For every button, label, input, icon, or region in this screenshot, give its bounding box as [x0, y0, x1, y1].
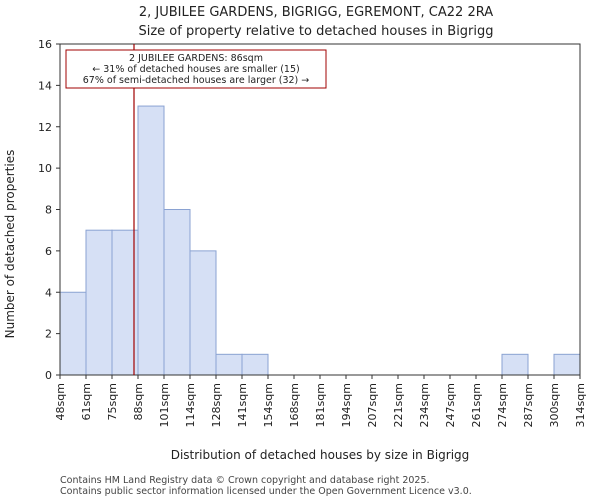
x-tick-label: 314sqm — [574, 383, 587, 427]
bar-88sqm — [137, 105, 165, 376]
annotation-line1: 2 JUBILEE GARDENS: 86sqm — [129, 53, 263, 64]
x-tick-label: 48sqm — [54, 383, 67, 420]
x-tick-label: 287sqm — [522, 383, 535, 427]
x-tick-label: 101sqm — [158, 383, 171, 427]
y-axis-ticks: 0 2 4 6 8 10 12 14 16 — [38, 38, 60, 382]
x-tick-label: 154sqm — [262, 383, 275, 427]
bar-128sqm — [215, 353, 243, 376]
x-tick-label: 88sqm — [132, 383, 145, 420]
y-tick-label: 16 — [38, 38, 52, 51]
x-tick-label: 194sqm — [340, 383, 353, 427]
footer-line2: Contains public sector information licen… — [60, 486, 472, 497]
y-tick-label: 12 — [38, 121, 52, 134]
bar-274sqm — [501, 353, 529, 376]
x-tick-label: 168sqm — [288, 383, 301, 427]
y-tick-label: 2 — [45, 328, 52, 341]
x-tick-label: 61sqm — [80, 383, 93, 420]
bar-141sqm — [241, 353, 269, 376]
y-tick-label: 10 — [38, 162, 52, 175]
x-tick-label: 234sqm — [418, 383, 431, 427]
annotation-line2: ← 31% of detached houses are smaller (15… — [92, 64, 299, 75]
x-axis-label: Distribution of detached houses by size … — [171, 448, 470, 462]
x-tick-label: 128sqm — [210, 383, 223, 427]
bar-114sqm — [189, 250, 217, 376]
x-tick-label: 207sqm — [366, 383, 379, 427]
y-tick-label: 8 — [45, 204, 52, 217]
y-tick-label: 4 — [45, 286, 52, 299]
y-tick-label: 0 — [45, 369, 52, 382]
x-tick-label: 247sqm — [444, 383, 457, 427]
y-tick-label: 14 — [38, 79, 52, 92]
bar-101sqm — [163, 209, 191, 376]
chart-title-line1: 2, JUBILEE GARDENS, BIGRIGG, EGREMONT, C… — [139, 5, 493, 20]
chart-title-line2: Size of property relative to detached ho… — [138, 24, 493, 39]
plot-area-frame — [59, 43, 581, 376]
x-tick-label: 261sqm — [470, 383, 483, 427]
bar-48sqm — [59, 291, 87, 376]
y-tick-label: 6 — [45, 245, 52, 258]
bar-300sqm — [553, 353, 581, 376]
bar-61sqm — [85, 229, 113, 376]
x-tick-label: 274sqm — [496, 383, 509, 427]
x-axis-ticks: 48sqm 61sqm 75sqm 88sqm 101sqm 114sqm 128sqm 14… — [54, 375, 587, 427]
x-tick-label: 141sqm — [236, 383, 249, 427]
footer-line1: Contains HM Land Registry data © Crown c… — [60, 475, 430, 486]
x-tick-label: 300sqm — [548, 383, 561, 427]
annotation-box: 2 JUBILEE GARDENS: 86sqm ← 31% of detach… — [65, 49, 327, 89]
x-tick-label: 221sqm — [392, 383, 405, 427]
bars — [59, 105, 581, 376]
x-tick-label: 181sqm — [314, 383, 327, 427]
x-tick-label: 114sqm — [184, 383, 197, 427]
annotation-frame — [65, 49, 327, 89]
y-axis-label: Number of detached properties — [3, 150, 17, 339]
x-tick-label: 75sqm — [106, 383, 119, 420]
annotation-line3: 67% of semi-detached houses are larger (… — [83, 75, 310, 86]
